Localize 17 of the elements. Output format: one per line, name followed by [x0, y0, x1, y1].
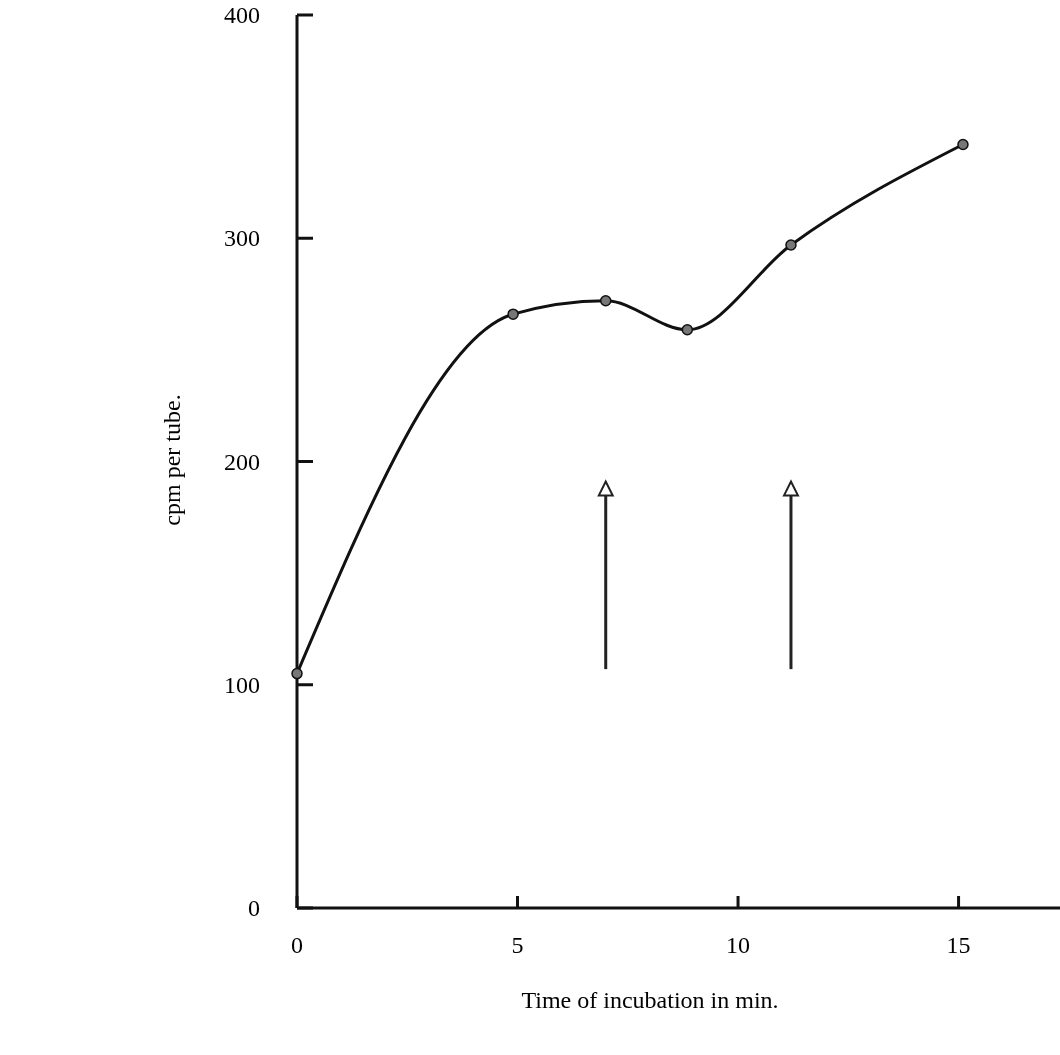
y-tick-label: 300 [224, 225, 260, 252]
y-tick-label: 200 [224, 448, 260, 475]
point [785, 239, 797, 251]
point [599, 295, 612, 307]
x-tick-label: 10 [726, 932, 751, 958]
y-axis-title: cpm per tube. [159, 394, 185, 526]
y-tick-label: 400 [224, 2, 260, 28]
y-tick-label: 100 [224, 671, 260, 698]
point [291, 667, 303, 680]
point [507, 308, 519, 320]
y-tick-label: 0 [248, 895, 260, 921]
point [957, 138, 969, 151]
x-tick-label: 15 [946, 932, 971, 958]
x-tick-label: 0 [291, 932, 303, 958]
x-tick-label: 5 [511, 932, 524, 958]
x-axis-title: Time of incubation in min. [521, 987, 779, 1013]
point [681, 324, 694, 336]
